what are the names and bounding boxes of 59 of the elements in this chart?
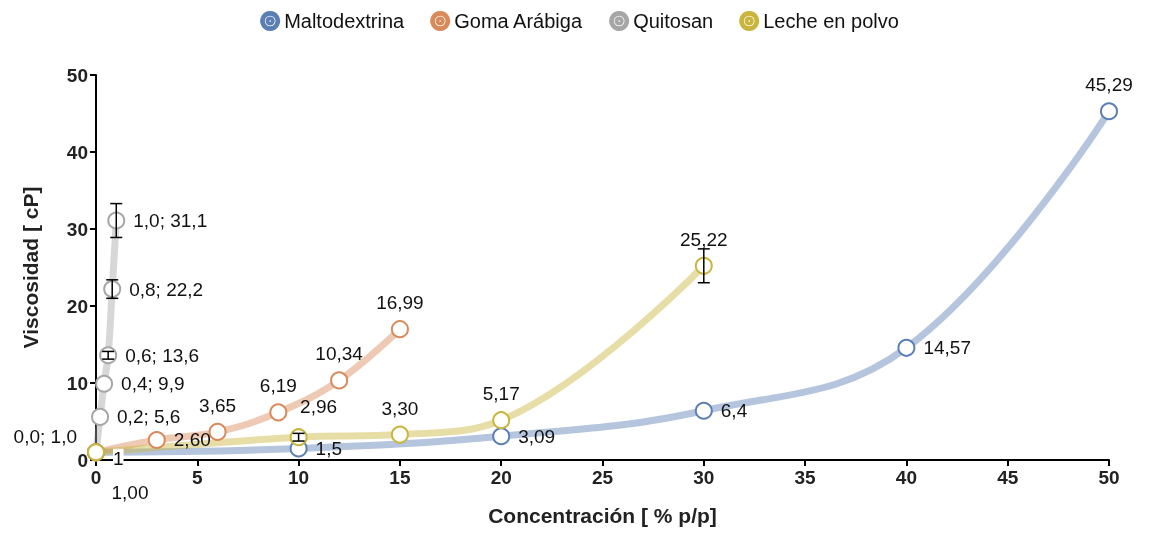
x-tick-label: 20 bbox=[490, 467, 512, 488]
data-label: 1,00 bbox=[111, 482, 149, 504]
point bbox=[269, 403, 288, 422]
data-label: 1,0; 31,1 bbox=[133, 210, 208, 232]
data-label: 5,17 bbox=[482, 383, 520, 405]
point bbox=[208, 422, 227, 441]
point bbox=[147, 430, 166, 449]
x-tick-label: 25 bbox=[591, 467, 614, 488]
y-tick-label: 0 bbox=[77, 449, 88, 471]
data-label: 45,29 bbox=[1085, 74, 1133, 96]
x-tick-label: 0 bbox=[90, 467, 102, 488]
data-label: 2,96 bbox=[300, 396, 338, 418]
point bbox=[91, 407, 110, 426]
y-tick-label: 40 bbox=[66, 141, 88, 163]
point bbox=[107, 211, 126, 230]
x-tick-label: 40 bbox=[895, 467, 917, 488]
data-label: 1,5 bbox=[315, 437, 343, 459]
data-label: 1 bbox=[113, 447, 124, 469]
legend-label: Maltodextrina bbox=[284, 10, 406, 32]
point bbox=[390, 425, 409, 444]
point bbox=[492, 427, 511, 446]
data-label: 0,4; 9,9 bbox=[121, 373, 185, 395]
data-label: 3,65 bbox=[199, 394, 237, 416]
y-tick-label: 10 bbox=[66, 372, 88, 394]
data-label: 3,30 bbox=[381, 397, 419, 419]
data-label: 6,4 bbox=[720, 400, 748, 422]
data-label: 0,0; 1,0 bbox=[13, 425, 77, 447]
x-axis-title: Concentración [ % p/p] bbox=[488, 504, 717, 527]
data-label: 2,60 bbox=[173, 429, 211, 451]
y-tick-label: 20 bbox=[66, 295, 88, 317]
legend-label: Quitosan bbox=[633, 10, 714, 32]
legend-label: Leche en polvo bbox=[763, 10, 899, 32]
x-tick-label: 10 bbox=[288, 467, 310, 488]
y-axis-title: Viscosidad [ cP] bbox=[19, 186, 42, 349]
x-tick-label: 30 bbox=[693, 467, 715, 488]
x-tick-label: 15 bbox=[389, 467, 411, 488]
point bbox=[95, 374, 114, 393]
y-tick-label: 50 bbox=[66, 64, 88, 86]
y-tick-label: 30 bbox=[66, 218, 88, 240]
x-tick-label: 45 bbox=[997, 467, 1019, 488]
legend-label: Goma Arábiga bbox=[454, 10, 583, 32]
data-label: 25,22 bbox=[680, 228, 728, 250]
point bbox=[390, 320, 409, 339]
data-label: 14,57 bbox=[923, 337, 971, 359]
point bbox=[694, 401, 713, 420]
point bbox=[1100, 102, 1118, 121]
point bbox=[330, 371, 349, 390]
x-tick-label: 5 bbox=[192, 467, 204, 488]
data-label: 0,8; 22,2 bbox=[129, 278, 204, 300]
data-label: 10,34 bbox=[315, 343, 364, 365]
x-tick-label: 50 bbox=[1098, 467, 1120, 488]
data-label: 0,6; 13,6 bbox=[125, 344, 200, 366]
point bbox=[492, 411, 511, 430]
data-label: 6,19 bbox=[259, 375, 297, 397]
data-label: 0,2; 5,6 bbox=[117, 406, 181, 428]
point bbox=[897, 338, 916, 357]
data-label: 16,99 bbox=[376, 292, 424, 314]
x-tick-label: 35 bbox=[794, 467, 817, 488]
data-label: 3,09 bbox=[518, 425, 556, 447]
